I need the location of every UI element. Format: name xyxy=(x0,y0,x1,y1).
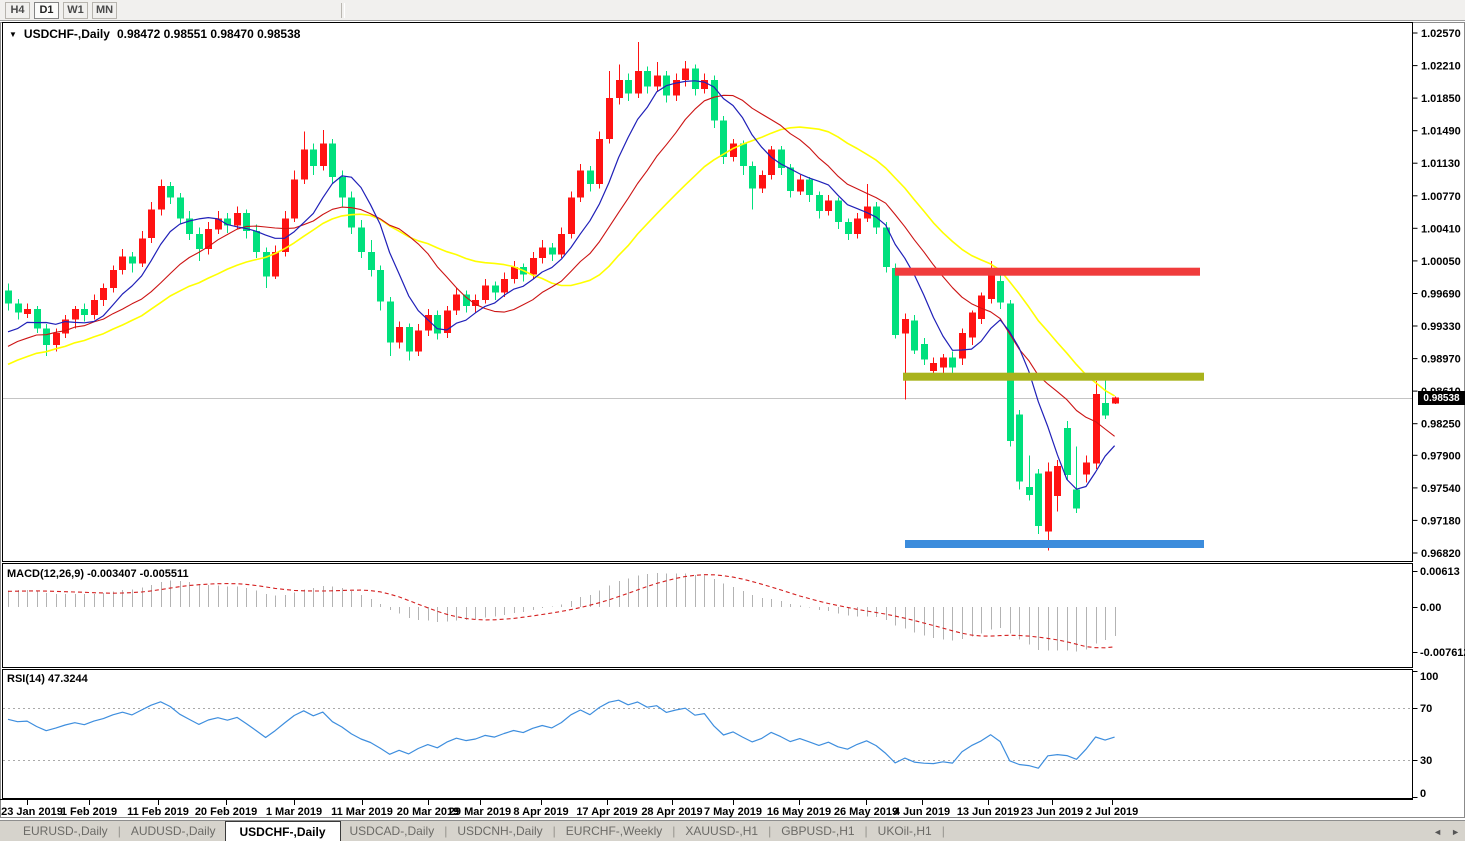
date-axis-label: 17 Apr 2019 xyxy=(576,806,637,818)
date-axis-label: 11 Mar 2019 xyxy=(331,806,393,818)
resistance-line xyxy=(895,267,1200,276)
timeframe-button-group: H4 D1 W1 MN xyxy=(5,1,121,19)
timeframe-button-h4[interactable]: H4 xyxy=(5,1,30,19)
macd-axis-label: 0.00 xyxy=(1420,602,1441,614)
date-axis-label: 23 Jan 2019 xyxy=(1,806,63,818)
tab-eurchf-weekly[interactable]: EURCHF-,Weekly xyxy=(565,824,663,838)
date-axis-label: 20 Mar 2019 xyxy=(397,806,459,818)
date-axis-label: 1 Feb 2019 xyxy=(61,806,117,818)
tab-divider: | xyxy=(444,824,448,838)
rsi-line xyxy=(7,699,1115,769)
tab-divider: | xyxy=(864,824,868,838)
macd-axis-label: 0.00613 xyxy=(1420,566,1460,578)
price-axis-label: 1.00410 xyxy=(1421,223,1461,235)
toolbar-separator xyxy=(341,2,346,18)
price-axis-label: 1.00770 xyxy=(1421,191,1461,203)
date-axis-label: 2 Jul 2019 xyxy=(1086,806,1139,818)
rsi-pane xyxy=(2,669,1413,799)
macd-axis-label: -0.007612 xyxy=(1420,647,1465,659)
current-price-tag: 0.98538 xyxy=(1418,391,1465,405)
tab-usdcad-daily[interactable]: USDCAD-,Daily xyxy=(349,824,435,838)
date-axis-label: 4 Jun 2019 xyxy=(894,806,950,818)
date-axis-label: 29 Mar 2019 xyxy=(449,806,511,818)
symbol-tab-bar: EURUSD-,Daily | AUDUSD-,Daily USDCHF-,Daily… xyxy=(0,820,1465,841)
main-pane xyxy=(2,22,1413,562)
macd-signal-line xyxy=(7,574,1115,649)
tab-xauusd-h1[interactable]: XAUUSD-,H1 xyxy=(685,824,759,838)
tab-audusd-daily[interactable]: AUDUSD-,Daily xyxy=(130,824,216,838)
date-axis-label: 1 Mar 2019 xyxy=(266,806,322,818)
price-axis-label: 1.02210 xyxy=(1421,61,1461,73)
date-axis-label: 13 Jun 2019 xyxy=(957,806,1019,818)
tab-scroll-left-icon[interactable]: ◄ xyxy=(1433,826,1443,837)
date-axis-label: 8 Apr 2019 xyxy=(513,806,568,818)
tab-usdcnh-daily[interactable]: USDCNH-,Daily xyxy=(457,824,543,838)
timeframe-button-w1[interactable]: W1 xyxy=(63,1,88,19)
date-axis-label: 7 May 2019 xyxy=(704,806,762,818)
price-axis-label: 1.01850 xyxy=(1421,93,1461,105)
support-line-mid xyxy=(903,372,1204,381)
tab-usdchf-daily[interactable]: USDCHF-,Daily xyxy=(224,820,341,841)
tab-divider: | xyxy=(941,824,945,838)
date-axis-label: 20 Feb 2019 xyxy=(195,806,257,818)
chart-symbol-menu-icon[interactable]: ▼ xyxy=(9,29,17,39)
chart-canvas[interactable]: 1.02570 1.02210 1.01850 1.01490 1.01130 1.007… xyxy=(0,0,1465,820)
price-axis-label: 0.98250 xyxy=(1421,419,1461,431)
rsi-axis-label: 0 xyxy=(1420,788,1426,800)
tab-divider: | xyxy=(672,824,676,838)
price-axis-label: 0.97900 xyxy=(1421,450,1461,462)
ma-line-mid xyxy=(7,94,1115,437)
price-axis-label: 0.97540 xyxy=(1421,483,1461,495)
price-axis-label: 0.99330 xyxy=(1421,321,1461,333)
date-axis-label: 11 Feb 2019 xyxy=(127,806,189,818)
support-line-low xyxy=(905,540,1204,548)
price-axis-label: 1.01490 xyxy=(1421,126,1461,138)
symbol-tabs: EURUSD-,Daily | AUDUSD-,Daily USDCHF-,Daily… xyxy=(14,820,946,841)
price-axis-label: 1.01130 xyxy=(1421,158,1460,170)
tab-gbpusd-h1[interactable]: GBPUSD-,H1 xyxy=(781,824,855,838)
timeframe-button-d1[interactable]: D1 xyxy=(34,1,59,19)
tab-divider: | xyxy=(117,824,121,838)
tab-scroll-right-icon[interactable]: ► xyxy=(1451,826,1460,837)
rsi-axis-label: 70 xyxy=(1420,703,1432,715)
rsi-indicator-label: RSI(14) 47.3244 xyxy=(7,673,88,685)
price-axis-label: 0.96820 xyxy=(1421,548,1461,560)
tab-divider: | xyxy=(768,824,772,838)
macd-histogram xyxy=(8,573,1116,652)
price-axis-label: 1.00050 xyxy=(1421,256,1461,268)
chart-ohlc-values: 0.98472 0.98551 0.98470 0.98538 xyxy=(116,27,301,41)
price-axis-label: 0.98970 xyxy=(1421,354,1461,366)
date-axis-label: 28 Apr 2019 xyxy=(641,806,702,818)
timeframe-toolbar: H4 D1 W1 MN xyxy=(0,0,1465,21)
date-axis-label: 23 Jun 2019 xyxy=(1021,806,1083,818)
macd-indicator-label: MACD(12,26,9) -0.003407 -0.005511 xyxy=(7,568,189,580)
tab-divider: | xyxy=(552,824,556,838)
price-axis-label: 0.97180 xyxy=(1421,515,1461,527)
timeframe-button-mn[interactable]: MN xyxy=(92,1,118,19)
ma-line-fast xyxy=(7,80,1116,490)
rsi-axis-label: 30 xyxy=(1420,755,1432,767)
date-axis-label: 16 May 2019 xyxy=(767,806,831,818)
tab-scroll-arrows: ◄ ► xyxy=(1433,821,1460,841)
rsi-axis-label: 100 xyxy=(1420,671,1438,683)
macd-pane xyxy=(2,563,1413,668)
price-axis-label: 0.99690 xyxy=(1421,289,1461,301)
chart-title: ▼ USDCHF-,Daily 0.98472 0.98551 0.98470 … xyxy=(9,27,300,41)
tab-eurusd-daily[interactable]: EURUSD-,Daily xyxy=(23,824,108,838)
date-axis-label: 26 May 2019 xyxy=(834,806,898,818)
candles xyxy=(5,42,1119,551)
tab-ukoil-h1[interactable]: UKOil-,H1 xyxy=(877,824,932,838)
chart-symbol-label: USDCHF-,Daily xyxy=(23,27,110,41)
ma-line-slow xyxy=(7,126,1116,397)
price-axis-label: 1.02570 xyxy=(1421,28,1461,40)
